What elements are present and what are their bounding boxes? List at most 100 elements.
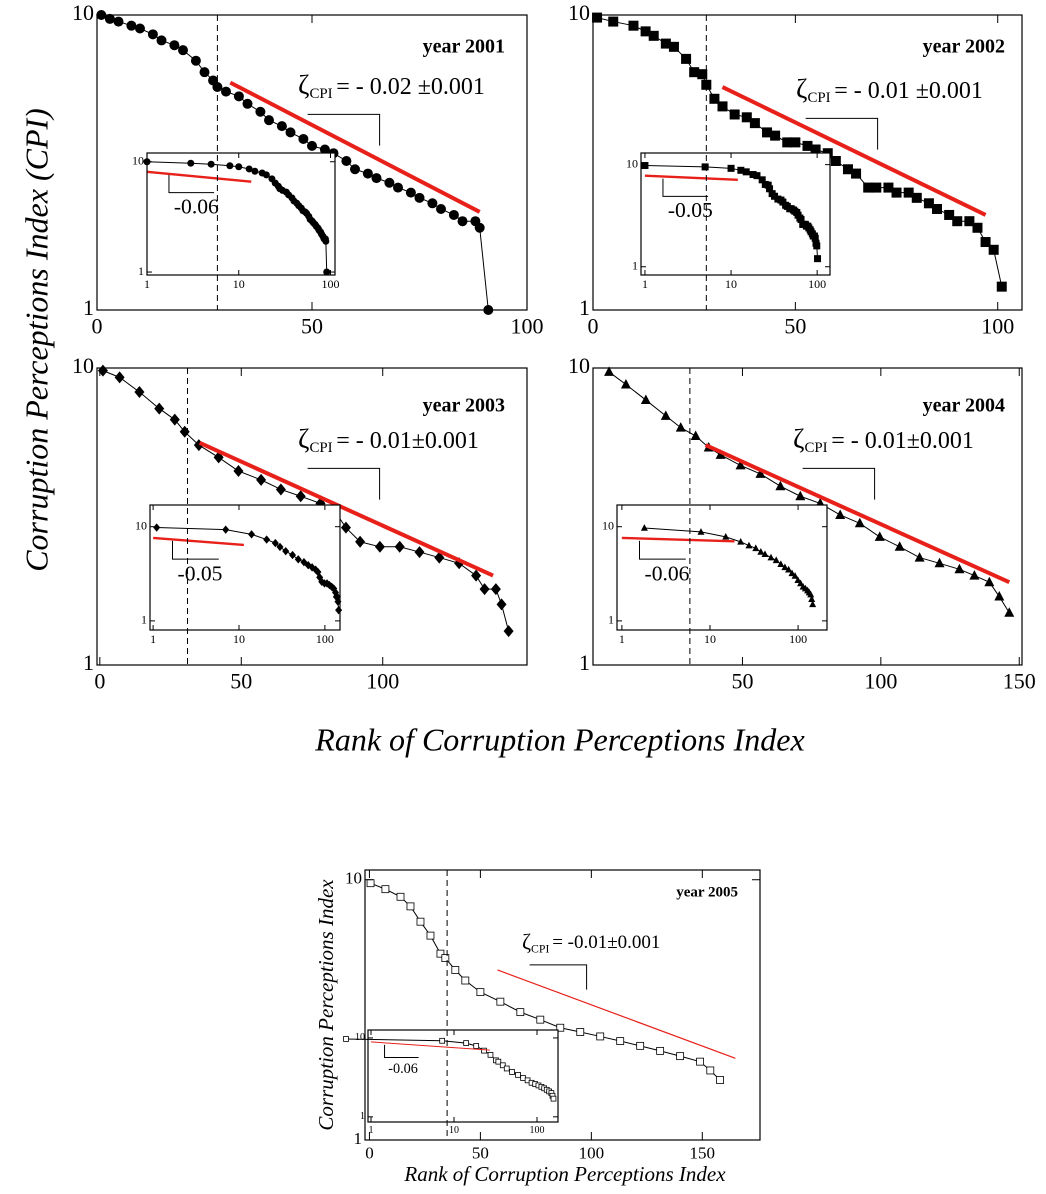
marker bbox=[126, 20, 137, 31]
marker bbox=[178, 45, 188, 56]
slope-value: = - 0.01±0.001 bbox=[831, 428, 974, 454]
marker bbox=[135, 23, 145, 34]
plot-frame bbox=[616, 504, 828, 631]
x-tick-label: 50 bbox=[731, 669, 753, 694]
marker bbox=[323, 579, 331, 588]
x-tick-label: 100 bbox=[530, 1125, 545, 1136]
marker bbox=[550, 1095, 557, 1102]
marker bbox=[332, 588, 340, 597]
marker bbox=[729, 109, 740, 120]
marker bbox=[932, 203, 943, 214]
marker bbox=[134, 386, 145, 399]
marker bbox=[640, 524, 648, 531]
marker bbox=[952, 216, 963, 227]
y-tick-label: 10 bbox=[135, 518, 147, 532]
marker bbox=[894, 541, 905, 551]
x-tick-label: 100 bbox=[864, 669, 897, 694]
marker bbox=[289, 550, 297, 560]
marker bbox=[808, 595, 816, 602]
marker bbox=[394, 540, 405, 553]
marker bbox=[690, 430, 701, 441]
marker bbox=[772, 556, 780, 564]
marker bbox=[481, 1047, 487, 1054]
slope-annotation: ζCPI = - 0.01±0.001 bbox=[793, 423, 974, 456]
marker bbox=[802, 140, 813, 151]
marker bbox=[416, 917, 425, 926]
marker bbox=[592, 12, 603, 23]
marker bbox=[405, 187, 416, 198]
marker bbox=[221, 86, 231, 97]
marker bbox=[810, 144, 821, 155]
y-tick-label: 1 bbox=[354, 1129, 363, 1148]
marker bbox=[341, 155, 352, 166]
y-tick-label: 10 bbox=[568, 353, 590, 378]
marker bbox=[903, 187, 914, 198]
x-tick-label: 10 bbox=[233, 277, 245, 291]
marker bbox=[153, 523, 161, 532]
marker bbox=[441, 954, 450, 962]
panel-title: year 2005 bbox=[676, 884, 738, 900]
marker bbox=[863, 182, 874, 193]
marker bbox=[871, 182, 882, 193]
marker bbox=[298, 133, 309, 144]
y-tick-label: 1 bbox=[83, 650, 94, 675]
marker bbox=[934, 557, 945, 568]
x-tick-label: 1 bbox=[144, 277, 150, 291]
y-tick-label: 1 bbox=[579, 295, 590, 320]
marker bbox=[396, 892, 405, 901]
marker bbox=[248, 530, 256, 539]
marker bbox=[414, 546, 425, 559]
marker bbox=[114, 371, 125, 384]
marker bbox=[770, 130, 781, 141]
marker bbox=[636, 1041, 645, 1050]
marker bbox=[777, 560, 785, 567]
x-tick-label: 100 bbox=[808, 277, 826, 291]
marker bbox=[749, 118, 760, 129]
marker bbox=[476, 988, 485, 997]
marker bbox=[851, 168, 862, 179]
marker bbox=[322, 237, 330, 245]
marker bbox=[426, 931, 435, 940]
marker bbox=[709, 93, 720, 104]
marker bbox=[737, 538, 745, 545]
marker bbox=[536, 1015, 545, 1024]
marker bbox=[742, 168, 750, 176]
marker bbox=[496, 997, 505, 1006]
y-axis-label: Corruption Perceptions Index (CPI) bbox=[18, 108, 54, 572]
marker bbox=[262, 171, 270, 179]
marker bbox=[874, 531, 885, 541]
marker bbox=[753, 172, 761, 180]
marker bbox=[187, 159, 195, 167]
slope-symbol: ζ bbox=[796, 73, 807, 104]
marker bbox=[854, 517, 865, 528]
marker bbox=[251, 167, 259, 175]
inset-fit-line bbox=[146, 170, 252, 183]
marker bbox=[701, 79, 712, 90]
marker bbox=[994, 591, 1005, 601]
marker bbox=[697, 528, 705, 535]
x-tick-label: 150 bbox=[690, 1143, 716, 1162]
slope-annotation: ζCPI = -0.01±0.001 bbox=[522, 930, 660, 955]
x-tick-label: 1 bbox=[150, 632, 156, 646]
marker bbox=[461, 976, 470, 985]
marker bbox=[263, 535, 271, 544]
marker bbox=[451, 966, 460, 974]
plot-frame bbox=[146, 152, 336, 276]
marker bbox=[604, 366, 615, 376]
slope-subscript: CPI bbox=[807, 91, 830, 107]
marker bbox=[323, 268, 331, 276]
marker bbox=[944, 209, 955, 220]
marker bbox=[675, 422, 686, 432]
plot-frame bbox=[364, 869, 761, 1141]
marker bbox=[972, 222, 983, 233]
x-tick-label: 50 bbox=[784, 314, 806, 339]
inset-label-leader bbox=[639, 540, 686, 560]
annotation-leader bbox=[805, 117, 879, 150]
marker bbox=[113, 16, 124, 27]
x-tick-label: 50 bbox=[230, 669, 252, 694]
marker bbox=[245, 165, 253, 173]
marker bbox=[830, 155, 841, 166]
marker bbox=[923, 198, 934, 209]
marker bbox=[706, 1066, 715, 1075]
